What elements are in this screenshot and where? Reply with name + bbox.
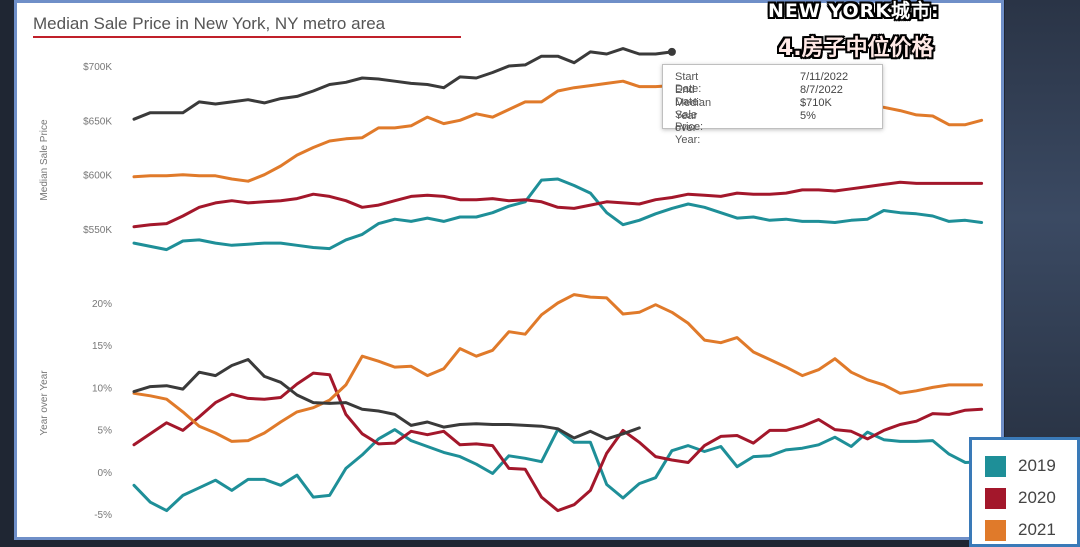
chart-title: Median Sale Price in New York, NY metro … <box>33 14 386 33</box>
legend-swatch <box>985 520 1006 541</box>
highlight-point <box>667 47 676 56</box>
tooltip-value: 5% <box>800 110 816 122</box>
data-tooltip: Start Date: 7/11/2022 End Date: 8/7/2022… <box>662 64 883 146</box>
y-tick-label: -5% <box>94 510 112 521</box>
y-axis-label: Year over Year <box>39 370 50 436</box>
series-line-2019 <box>132 177 984 252</box>
overlay-city-caption: NEW YORK城市: <box>768 0 940 22</box>
legend-label: 2020 <box>1018 488 1056 507</box>
tooltip-label: Median Sale Price: <box>675 97 712 133</box>
tooltip-value: $710K <box>800 97 832 109</box>
tooltip-label: Year over Year: <box>675 110 701 146</box>
tooltip-label: Start Date: <box>675 71 702 95</box>
y-tick-label: 10% <box>92 383 112 394</box>
y-axis-label: Median Sale Price <box>39 119 50 201</box>
legend-label: 2021 <box>1018 520 1056 539</box>
y-tick-label: $700K <box>83 62 112 73</box>
y-tick-label: 0% <box>98 468 113 479</box>
series-line-2020 <box>132 371 984 513</box>
legend-swatch <box>985 456 1006 477</box>
y-tick-label: 5% <box>98 426 113 437</box>
y-tick-label: $600K <box>83 171 112 182</box>
overlay-topic-caption: 4.房子中位价格 <box>778 36 934 61</box>
legend-swatch <box>985 488 1006 509</box>
legend-label: 2019 <box>1018 456 1056 475</box>
series-line-2019 <box>132 428 984 513</box>
tooltip-value: 8/7/2022 <box>800 84 843 96</box>
tooltip-value: 7/11/2022 <box>800 71 849 83</box>
series-line-2022 <box>132 358 641 441</box>
y-tick-label: $550K <box>83 225 112 236</box>
y-tick-label: 15% <box>92 341 112 352</box>
y-tick-label: 20% <box>92 299 112 310</box>
title-underline <box>33 36 461 38</box>
series-line-2022 <box>132 47 674 121</box>
y-tick-label: $650K <box>83 116 112 127</box>
chart-legend: 2019 2020 2021 <box>969 437 1080 547</box>
tooltip-label: End Date: <box>675 84 702 108</box>
series-line-2021 <box>132 293 984 443</box>
series-line-2020 <box>132 180 984 229</box>
